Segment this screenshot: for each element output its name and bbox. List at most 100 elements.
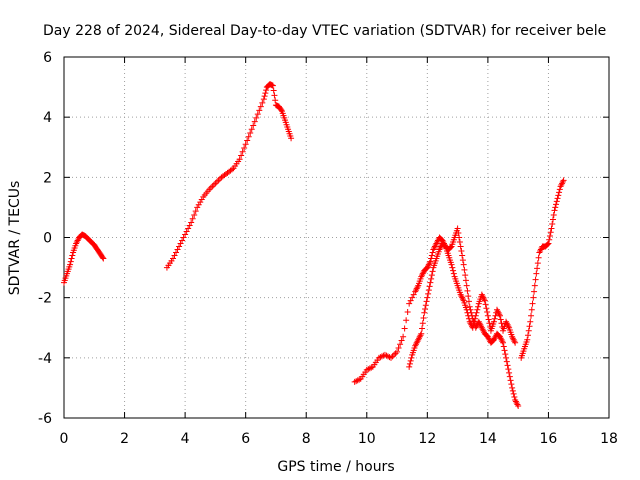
- data-point: [525, 327, 532, 334]
- data-point: [505, 366, 512, 373]
- data-point: [378, 353, 385, 360]
- data-point: [530, 294, 537, 301]
- y-tick-label: -4: [38, 351, 52, 367]
- data-point: [410, 291, 417, 298]
- data-point: [422, 305, 429, 312]
- data-point: [392, 350, 399, 357]
- data-point: [534, 260, 541, 267]
- data-point: [171, 252, 178, 259]
- x-axis-label: GPS time / hours: [277, 459, 394, 475]
- y-axis-label: SDTVAR / TECUs: [7, 181, 23, 296]
- data-point: [454, 225, 461, 232]
- data-point: [422, 302, 429, 309]
- data-point: [245, 133, 252, 140]
- data-point: [506, 369, 513, 376]
- data-point: [464, 287, 471, 294]
- data-point: [546, 232, 553, 239]
- data-point: [508, 381, 515, 388]
- data-point: [528, 312, 535, 319]
- data-point: [210, 181, 217, 188]
- data-point: [406, 300, 413, 307]
- data-point: [450, 270, 457, 277]
- plot-frame: [63, 56, 610, 419]
- data-point: [257, 103, 264, 110]
- chart-title: Day 228 of 2024, Sidereal Day-to-day VTE…: [43, 23, 606, 39]
- data-point: [401, 325, 408, 332]
- data-point: [532, 276, 539, 283]
- data-point: [475, 303, 482, 310]
- data-point: [248, 126, 255, 133]
- data-point: [423, 298, 430, 305]
- data-point: [182, 231, 189, 238]
- data-point: [456, 234, 463, 241]
- data-point: [428, 255, 435, 262]
- data-point: [425, 287, 432, 294]
- data-point: [503, 358, 510, 365]
- data-point: [468, 312, 475, 319]
- data-point: [216, 175, 223, 182]
- data-point: [403, 317, 410, 324]
- data-point: [418, 330, 425, 337]
- data-point: [67, 258, 74, 265]
- data-point: [455, 229, 462, 236]
- data-point: [485, 316, 492, 323]
- y-tick-label: 0: [43, 231, 52, 247]
- data-point: [560, 177, 567, 184]
- data-point: [272, 97, 279, 104]
- data-point: [511, 393, 518, 400]
- data-point: [531, 282, 538, 289]
- data-point: [554, 195, 561, 202]
- data-point: [428, 252, 435, 259]
- data-point: [419, 325, 426, 332]
- data-point: [553, 198, 560, 205]
- data-point: [239, 148, 246, 155]
- data-point: [68, 255, 75, 262]
- data-point: [186, 222, 193, 229]
- data-point: [354, 377, 361, 384]
- data-point: [179, 237, 186, 244]
- data-point: [191, 211, 198, 218]
- data-point: [173, 249, 180, 256]
- data-point: [506, 373, 513, 380]
- data-point: [545, 240, 552, 247]
- data-point: [67, 261, 74, 268]
- data-point: [481, 297, 488, 304]
- data-point: [419, 320, 426, 327]
- data-point: [170, 255, 176, 262]
- data-point: [450, 267, 457, 274]
- data-point: [503, 354, 510, 361]
- data-point: [525, 332, 532, 339]
- data-point: [486, 320, 493, 327]
- data-point: [194, 204, 201, 211]
- data-point: [409, 294, 416, 301]
- data-point: [271, 92, 278, 99]
- data-point: [462, 277, 469, 284]
- data-point: [459, 257, 466, 264]
- data-point: [551, 207, 558, 214]
- data-point: [394, 348, 401, 355]
- x-tick-label: 18: [600, 431, 618, 447]
- data-point: [498, 320, 505, 327]
- data-point: [459, 294, 466, 301]
- data-point: [366, 365, 373, 372]
- data-point: [398, 337, 405, 344]
- data-point: [491, 315, 498, 322]
- data-point: [556, 186, 563, 193]
- data-point: [510, 336, 517, 343]
- data-point: [515, 402, 522, 409]
- data-point: [413, 285, 420, 292]
- data-point: [424, 294, 431, 301]
- data-point: [524, 336, 531, 343]
- data-point: [251, 118, 258, 125]
- data-point: [502, 351, 509, 358]
- data-point: [500, 343, 507, 350]
- data-point: [528, 306, 535, 313]
- data-point: [544, 241, 551, 248]
- data-point: [527, 318, 534, 325]
- data-point: [408, 354, 415, 361]
- data-point: [549, 216, 556, 223]
- data-point: [533, 270, 540, 277]
- data-point: [465, 293, 472, 300]
- data-point: [458, 248, 465, 255]
- data-point: [500, 339, 507, 346]
